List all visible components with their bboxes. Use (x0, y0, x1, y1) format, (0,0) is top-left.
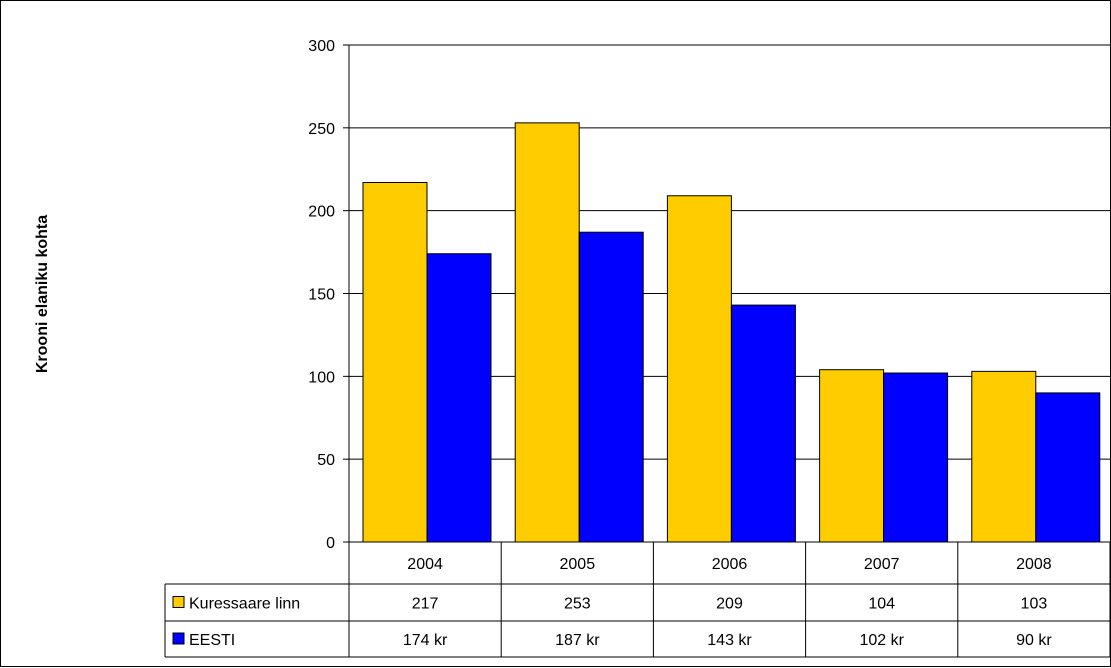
bar (666, 195, 732, 543)
data-label: 217 (412, 596, 439, 613)
x-category-label: 2008 (1016, 556, 1052, 573)
y-tick-label: 300 (308, 38, 335, 55)
data-label: 143 kr (707, 632, 752, 649)
y-tick-label: 100 (308, 369, 335, 386)
legend-label: EESTI (189, 632, 235, 649)
data-label: 209 (716, 596, 743, 613)
x-category-label: 2007 (864, 556, 900, 573)
legend-swatch (172, 632, 185, 645)
y-tick-label: 50 (317, 452, 335, 469)
bar (819, 369, 885, 543)
data-label: 103 (1021, 596, 1048, 613)
legend-label: Kuressaare linn (189, 596, 300, 613)
bar (971, 370, 1037, 543)
bar (1035, 392, 1101, 543)
data-label: 187 kr (555, 632, 600, 649)
bar (578, 231, 644, 543)
data-label: 90 kr (1016, 632, 1052, 649)
data-label: 104 (868, 596, 895, 613)
y-tick-label: 0 (326, 535, 335, 552)
y-tick-label: 150 (308, 287, 335, 304)
bar (730, 304, 796, 543)
y-tick-label: 250 (308, 121, 335, 138)
y-axis-title: Krooni elaniku kohta (34, 215, 51, 373)
legend-swatch (172, 596, 185, 608)
bar (514, 122, 580, 543)
data-label: 253 (564, 596, 591, 613)
bar (426, 253, 492, 543)
x-category-label: 2005 (560, 556, 596, 573)
bar (883, 372, 949, 543)
y-tick-label: 200 (308, 204, 335, 221)
bar (362, 182, 428, 543)
x-category-label: 2006 (712, 556, 748, 573)
data-label: 102 kr (859, 632, 904, 649)
x-category-label: 2004 (407, 556, 443, 573)
data-label: 174 kr (403, 632, 448, 649)
